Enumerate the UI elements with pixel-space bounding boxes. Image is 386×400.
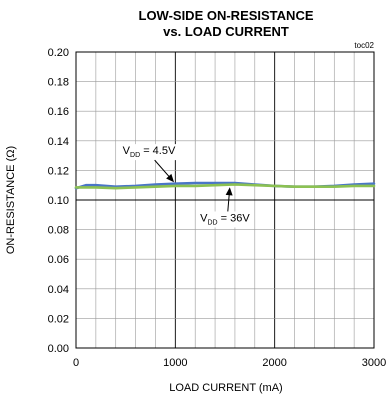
chart-title-line-2: vs. LOAD CURRENT — [163, 24, 289, 39]
grid — [76, 52, 374, 348]
y-tick-label: 0.16 — [48, 106, 69, 118]
x-tick-label: 1000 — [163, 357, 187, 369]
annotation-arrow-head — [166, 173, 175, 183]
figure-tag: toc02 — [354, 41, 374, 50]
annotation-label: VDD = 36V — [200, 212, 250, 226]
annotation-1: VDD = 4.5V — [119, 144, 179, 183]
annotation-arrow-line — [154, 159, 171, 179]
series-layer — [74, 181, 376, 190]
y-tick-labels: 0.00 0.02 0.04 0.06 0.08 0.10 0.12 0.14 0.16 0.18… — [48, 47, 69, 355]
x-tick-label: 3000 — [362, 357, 386, 369]
annotation-bg — [197, 211, 254, 228]
x-tick-labels: 0 1000 2000 3000 — [73, 357, 386, 369]
x-tick-label: 0 — [73, 357, 79, 369]
y-tick-label: 0.00 — [48, 343, 69, 355]
series-line-2 — [74, 183, 376, 190]
annotation-2: VDD = 36V — [197, 187, 254, 228]
annotation-arrow-line — [227, 193, 230, 212]
annotation-arrow-head — [225, 187, 233, 196]
x-axis-label: LOAD CURRENT (mA) — [169, 382, 282, 394]
y-tick-label: 0.08 — [48, 225, 69, 237]
annotation-label: VDD = 4.5V — [123, 145, 176, 159]
y-tick-label: 0.10 — [48, 195, 69, 207]
plot-frame — [75, 51, 375, 349]
y-tick-label: 0.20 — [48, 47, 69, 59]
chart-title-line-1: LOW-SIDE ON-RESISTANCE — [139, 8, 314, 23]
y-axis-label: ON-RESISTANCE (Ω) — [5, 146, 17, 254]
y-tick-label: 0.06 — [48, 254, 69, 266]
y-tick-label: 0.14 — [48, 136, 69, 148]
annotation-bg — [119, 144, 179, 161]
annotation-layer: VDD = 4.5V VDD = 36V — [119, 144, 254, 228]
y-tick-label: 0.12 — [48, 165, 69, 177]
y-tick-label: 0.04 — [48, 284, 69, 296]
y-tick-label: 0.02 — [48, 313, 69, 325]
x-tick-label: 2000 — [262, 357, 286, 369]
y-tick-label: 0.18 — [48, 77, 69, 89]
